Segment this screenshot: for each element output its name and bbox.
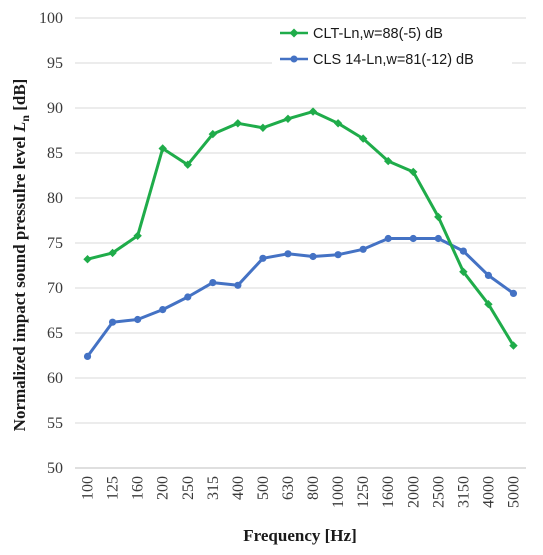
x-tick-label: 3150 <box>455 476 472 508</box>
data-point <box>334 251 342 259</box>
x-tick-label: 1250 <box>355 476 372 508</box>
data-point <box>158 144 167 153</box>
data-point <box>83 352 92 360</box>
x-tick-label: 125 <box>105 476 122 500</box>
x-tick-label: 500 <box>255 476 272 500</box>
data-point <box>183 160 192 169</box>
x-tick-label: 1600 <box>380 476 397 508</box>
y-axis-title-suffix: [dB] <box>10 79 29 115</box>
y-tick-label: 75 <box>47 235 63 252</box>
x-tick-label: 315 <box>205 476 222 500</box>
data-point <box>384 234 392 243</box>
data-point <box>233 119 243 128</box>
legend-item-clt: CLT-Ln,w=88(-5) dB <box>280 26 443 42</box>
legend-marker-cls <box>290 55 298 63</box>
legend-marker-clt <box>289 28 299 38</box>
y-tick-label: 65 <box>47 325 63 342</box>
y-tick-label: 100 <box>39 10 63 27</box>
data-point <box>209 279 217 287</box>
data-point <box>484 271 493 279</box>
data-point <box>308 107 318 116</box>
y-axis-title-prefix: Normalized impact sound pressulre level <box>10 132 29 431</box>
legend-mask <box>272 20 512 72</box>
x-tick-label: 800 <box>305 476 322 500</box>
legend-item-cls: CLS 14-Ln,w=81(-12) dB <box>280 52 474 68</box>
x-tick-label: 2500 <box>430 476 447 508</box>
y-tick-labels: 50 55 60 65 70 75 80 85 90 95 100 <box>39 10 63 477</box>
y-tick-label: 70 <box>47 280 63 297</box>
x-tick-label: 4000 <box>480 476 497 508</box>
data-point <box>409 167 418 177</box>
data-point <box>434 234 442 243</box>
x-tick-labels: 100 125 160 200 250 315 400 500 630 800 1000 1250 16… <box>80 476 523 508</box>
data-point <box>309 252 317 261</box>
legend: CLT-Ln,w=88(-5) dB CLS 14-Ln,w=81(-12) d… <box>272 20 512 72</box>
x-tick-label: 200 <box>155 476 172 500</box>
legend-label-clt: CLT-Ln,w=88(-5) dB <box>313 26 443 42</box>
data-point <box>484 300 493 309</box>
data-point <box>434 212 443 222</box>
data-point <box>333 119 343 128</box>
data-point <box>283 114 293 123</box>
legend-label-cls: CLS 14-Ln,w=81(-12) dB <box>313 52 474 68</box>
data-point <box>83 255 92 264</box>
x-tick-label: 2000 <box>405 476 422 508</box>
data-point <box>284 250 292 258</box>
data-point <box>358 134 368 143</box>
data-point <box>133 231 142 240</box>
series-line <box>87 110 515 347</box>
data-point <box>259 254 267 262</box>
data-point <box>234 281 242 289</box>
data-point <box>208 129 218 139</box>
data-point <box>184 293 192 301</box>
y-tick-label: 80 <box>47 190 63 207</box>
data-point <box>108 318 117 326</box>
y-tick-label: 60 <box>47 370 63 387</box>
data-point <box>509 289 518 297</box>
data-point <box>108 248 117 258</box>
data-point <box>509 341 518 350</box>
x-tick-label: 5000 <box>505 476 522 508</box>
series-clt <box>83 107 518 350</box>
y-axis-title: Normalized impact sound pressulre level … <box>10 79 32 432</box>
x-tick-label: 250 <box>180 476 197 500</box>
x-tick-label: 630 <box>280 476 297 500</box>
data-point <box>383 156 393 166</box>
data-point <box>134 315 142 324</box>
x-axis-title: Frequency [Hz] <box>243 526 356 545</box>
series-line <box>86 237 515 358</box>
x-tick-label: 1000 <box>330 476 347 508</box>
y-tick-label: 50 <box>47 460 63 477</box>
y-tick-label: 55 <box>47 415 63 432</box>
y-axis-title-symbol: L <box>10 122 29 133</box>
y-tick-label: 85 <box>47 145 63 162</box>
data-point <box>459 247 467 255</box>
data-point <box>159 306 167 314</box>
data-point <box>258 123 268 132</box>
series-cls <box>83 234 518 360</box>
series-lines <box>83 107 518 360</box>
y-tick-label: 90 <box>47 100 63 117</box>
x-tick-label: 400 <box>230 476 247 500</box>
data-point <box>459 267 468 276</box>
y-tick-label: 95 <box>47 55 63 72</box>
x-tick-label: 100 <box>80 476 97 500</box>
data-point <box>409 234 417 243</box>
y-axis-title-subscript: n <box>18 115 32 122</box>
data-point <box>359 245 367 253</box>
x-tick-label: 160 <box>130 476 147 500</box>
